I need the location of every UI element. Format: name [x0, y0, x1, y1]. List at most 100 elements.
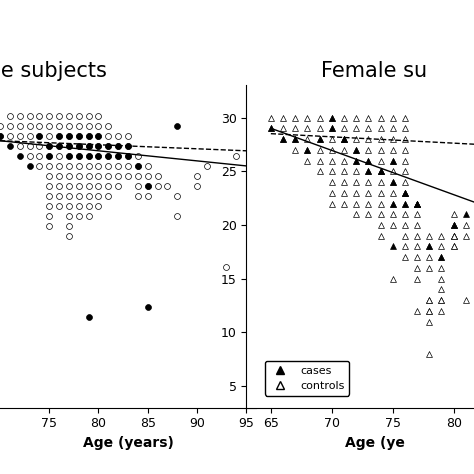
Point	[450, 232, 457, 239]
Point	[413, 275, 421, 283]
Point	[85, 122, 92, 129]
Point	[104, 182, 112, 190]
Point	[377, 221, 384, 229]
Point	[438, 296, 445, 304]
Point	[365, 157, 372, 164]
Point	[26, 162, 33, 170]
Point	[75, 132, 82, 139]
Point	[328, 146, 336, 154]
Point	[65, 162, 73, 170]
Point	[55, 142, 63, 150]
Point	[36, 132, 43, 139]
Point	[389, 210, 397, 218]
Point	[65, 233, 73, 240]
Point	[65, 132, 73, 139]
Point	[438, 286, 445, 293]
Point	[279, 125, 287, 132]
Point	[389, 167, 397, 175]
Point	[173, 192, 181, 200]
Point	[85, 152, 92, 160]
Point	[377, 146, 384, 154]
Point	[85, 313, 92, 321]
Point	[46, 152, 53, 160]
Point	[36, 152, 43, 160]
Point	[365, 178, 372, 186]
Point	[365, 125, 372, 132]
Point	[144, 182, 152, 190]
Point	[438, 296, 445, 304]
Point	[389, 275, 397, 283]
Point	[304, 146, 311, 154]
Point	[304, 157, 311, 164]
Point	[426, 254, 433, 261]
Point	[304, 135, 311, 143]
Point	[426, 350, 433, 358]
Point	[6, 142, 14, 150]
Point	[401, 114, 409, 121]
Point	[352, 178, 360, 186]
Point	[450, 243, 457, 250]
Point	[340, 135, 348, 143]
Point	[401, 146, 409, 154]
Point	[377, 167, 384, 175]
Point	[114, 152, 122, 160]
Point	[389, 243, 397, 250]
Point	[46, 132, 53, 139]
Point	[401, 254, 409, 261]
Point	[365, 189, 372, 197]
Point	[426, 307, 433, 315]
Point	[389, 125, 397, 132]
Point	[85, 132, 92, 139]
Point	[55, 132, 63, 139]
Point	[95, 142, 102, 150]
Point	[340, 178, 348, 186]
Point	[85, 142, 92, 150]
Point	[46, 192, 53, 200]
Point	[16, 142, 24, 150]
Point	[114, 132, 122, 139]
Point	[316, 146, 323, 154]
Point	[426, 243, 433, 250]
Point	[0, 132, 4, 139]
Point	[352, 125, 360, 132]
Point	[124, 152, 132, 160]
Point	[85, 162, 92, 170]
Point	[114, 182, 122, 190]
Point	[426, 307, 433, 315]
Point	[104, 152, 112, 160]
Point	[65, 152, 73, 160]
Point	[114, 142, 122, 150]
Point	[85, 202, 92, 210]
Point	[0, 132, 4, 139]
Point	[328, 125, 336, 132]
Point	[328, 200, 336, 207]
Point	[389, 189, 397, 197]
Point	[154, 182, 161, 190]
Point	[46, 172, 53, 180]
Point	[65, 182, 73, 190]
Point	[365, 135, 372, 143]
Point	[223, 263, 230, 270]
Point	[377, 157, 384, 164]
Point	[438, 243, 445, 250]
Point	[95, 152, 102, 160]
Point	[124, 162, 132, 170]
Point	[36, 122, 43, 129]
Point	[389, 221, 397, 229]
Point	[340, 157, 348, 164]
Point	[144, 303, 152, 311]
Point	[144, 162, 152, 170]
Point	[401, 232, 409, 239]
Point	[462, 296, 470, 304]
Point	[279, 135, 287, 143]
Point	[426, 264, 433, 272]
Point	[75, 172, 82, 180]
Point	[65, 122, 73, 129]
Point	[65, 142, 73, 150]
Point	[193, 172, 201, 180]
Point	[389, 135, 397, 143]
Point	[352, 189, 360, 197]
Point	[124, 142, 132, 150]
Point	[352, 157, 360, 164]
Point	[377, 232, 384, 239]
